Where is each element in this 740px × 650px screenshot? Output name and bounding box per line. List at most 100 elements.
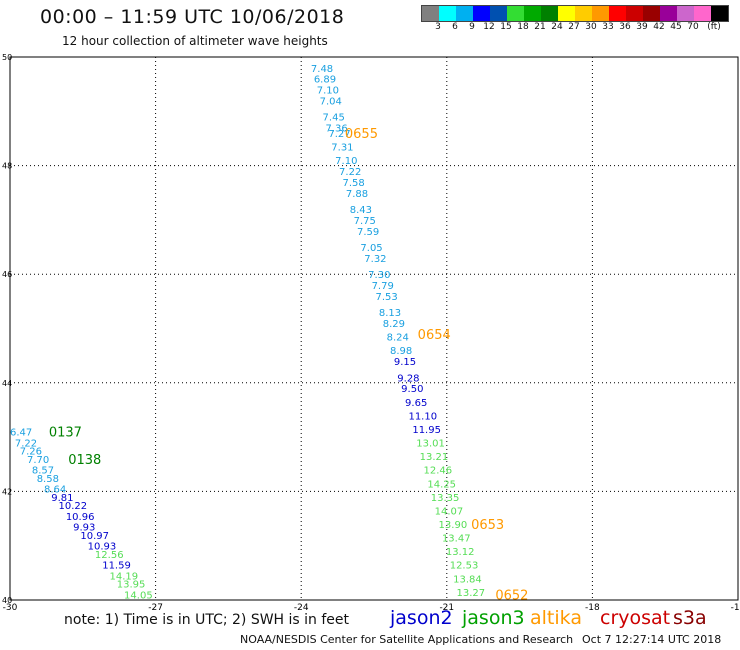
wave-height-label: 12.46 [424, 466, 453, 477]
footnote: note: 1) Time is in UTC; 2) SWH is in fe… [64, 612, 350, 628]
legend-swatch-4 [490, 6, 507, 21]
legend-swatch-13 [643, 6, 660, 21]
y-tick-label: 46 [2, 270, 12, 279]
pass-time-label: 0137 [49, 426, 82, 441]
satellite-jason3: jason3 [462, 607, 525, 629]
legend-swatch-6 [524, 6, 541, 21]
legend-label-1: 6 [452, 22, 458, 32]
legend-swatch-16 [694, 6, 711, 21]
wave-height-label: 9.50 [401, 384, 423, 395]
legend-label-13: 42 [653, 22, 665, 32]
wave-height-label: 12.53 [450, 561, 479, 572]
legend-label-15: 70 [687, 22, 699, 32]
wave-height-label: 12.56 [95, 550, 124, 561]
wave-height-label: 9.93 [73, 523, 95, 534]
legend-swatch-2 [456, 6, 473, 21]
legend-label-6: 21 [534, 22, 546, 32]
wave-height-label: 7.53 [375, 292, 397, 303]
wave-height-label: 7.48 [311, 64, 333, 75]
legend-swatch-14 [660, 6, 677, 21]
wave-height-label: 8.57 [32, 466, 54, 477]
legend-label-3: 12 [483, 22, 495, 32]
wave-height-label: 11.59 [102, 561, 131, 572]
x-tick-label: -30 [3, 603, 18, 613]
wave-height-label: 7.10 [317, 86, 339, 97]
wave-height-label: 11.10 [408, 411, 437, 422]
legend-label-7: 24 [551, 22, 563, 32]
wave-height-label: 14.19 [109, 572, 138, 583]
wave-height-label: 7.75 [354, 216, 376, 227]
wave-height-label: 7.10 [335, 156, 357, 167]
legend-swatch-12 [626, 6, 643, 21]
x-tick-label: -15 [731, 603, 740, 613]
wave-height-label: 8.24 [387, 333, 409, 344]
legend-swatch-17 [711, 6, 728, 21]
wave-height-label: 8.43 [350, 205, 372, 216]
wave-height-label: 13.95 [117, 580, 146, 591]
wave-height-label: 13.01 [416, 439, 445, 450]
y-tick-label: 44 [2, 379, 12, 388]
wave-height-label: 7.70 [27, 455, 49, 466]
color-scale-labels: 3 6 9 12 15 18 21 24 27 30 33 36 39 42 45 70 (ft) [421, 22, 740, 36]
pass-time-label: 0652 [495, 589, 528, 604]
wave-height-label: 7.05 [360, 243, 382, 254]
legend-swatch-15 [677, 6, 694, 21]
data-marks: 7.486.897.107.047.457.367.277.317.107.22… [10, 64, 485, 602]
legend-label-12: 39 [636, 22, 648, 32]
wave-height-label: 14.07 [435, 506, 464, 517]
legend-swatch-11 [609, 6, 626, 21]
legend-label-8: 27 [568, 22, 580, 32]
plot-axes: -30 -27 -24 -21 -18 -15 40 42 44 46 48 50 [2, 53, 740, 613]
wave-height-label: 13.35 [431, 493, 460, 504]
pass-labels: 0655 0654 0653 0652 0137 0138 [49, 127, 529, 604]
x-tick-label: -21 [439, 603, 454, 613]
wave-height-label: 9.28 [397, 373, 419, 384]
x-tick-label: -24 [294, 603, 309, 613]
legend-swatch-7 [541, 6, 558, 21]
wave-height-label: 13.12 [446, 547, 475, 558]
wave-height-label: 8.29 [383, 319, 405, 330]
y-tick-label: 50 [2, 53, 12, 62]
legend-swatch-3 [473, 6, 490, 21]
wave-height-label: 7.22 [15, 439, 37, 450]
wave-height-label: 7.59 [357, 227, 379, 238]
legend-label-11: 36 [619, 22, 631, 32]
legend-label-10: 33 [602, 22, 614, 32]
y-tick-label: 48 [2, 162, 12, 171]
legend-swatch-8 [558, 6, 575, 21]
legend-swatch-9 [575, 6, 592, 21]
wave-height-label: 7.58 [342, 178, 364, 189]
wave-height-label: 6.89 [314, 75, 336, 86]
page-subtitle: 12 hour collection of altimeter wave hei… [62, 34, 328, 48]
wave-height-label: 7.27 [328, 129, 350, 140]
wave-height-label: 10.93 [88, 542, 117, 553]
wave-height-label: 10.97 [80, 531, 109, 542]
wave-height-label: 13.21 [420, 452, 449, 463]
wave-height-label: 11.95 [412, 425, 441, 436]
color-scale-legend [421, 5, 729, 22]
legend-label-5: 18 [517, 22, 529, 32]
pass-time-label: 0655 [345, 127, 378, 142]
satellite-altika: altika [530, 607, 582, 629]
pass-time-label: 0654 [418, 328, 451, 343]
legend-swatch-0 [422, 6, 439, 21]
x-tick-label: -27 [148, 603, 163, 613]
legend-label-16: (ft) [707, 22, 721, 32]
wave-height-label: 14.05 [124, 591, 153, 602]
legend-label-14: 45 [670, 22, 682, 32]
wave-height-label: 13.90 [439, 520, 468, 531]
wave-height-label: 14.25 [427, 479, 456, 490]
wave-height-label: 7.30 [368, 270, 390, 281]
satellite-jason2: jason2 [390, 607, 453, 629]
wave-height-label: 7.22 [339, 167, 361, 178]
wave-height-label: 6.47 [10, 428, 32, 439]
plot-grid [10, 57, 738, 600]
pass-time-label: 0653 [471, 518, 504, 533]
wave-height-label: 13.27 [457, 588, 486, 599]
credit-line: NOAA/NESDIS Center for Satellite Applica… [240, 633, 574, 646]
wave-height-label: 7.26 [20, 447, 42, 458]
wave-height-label: 8.64 [44, 485, 66, 496]
wave-height-label: 8.13 [379, 308, 401, 319]
wave-height-label: 7.31 [331, 143, 353, 154]
